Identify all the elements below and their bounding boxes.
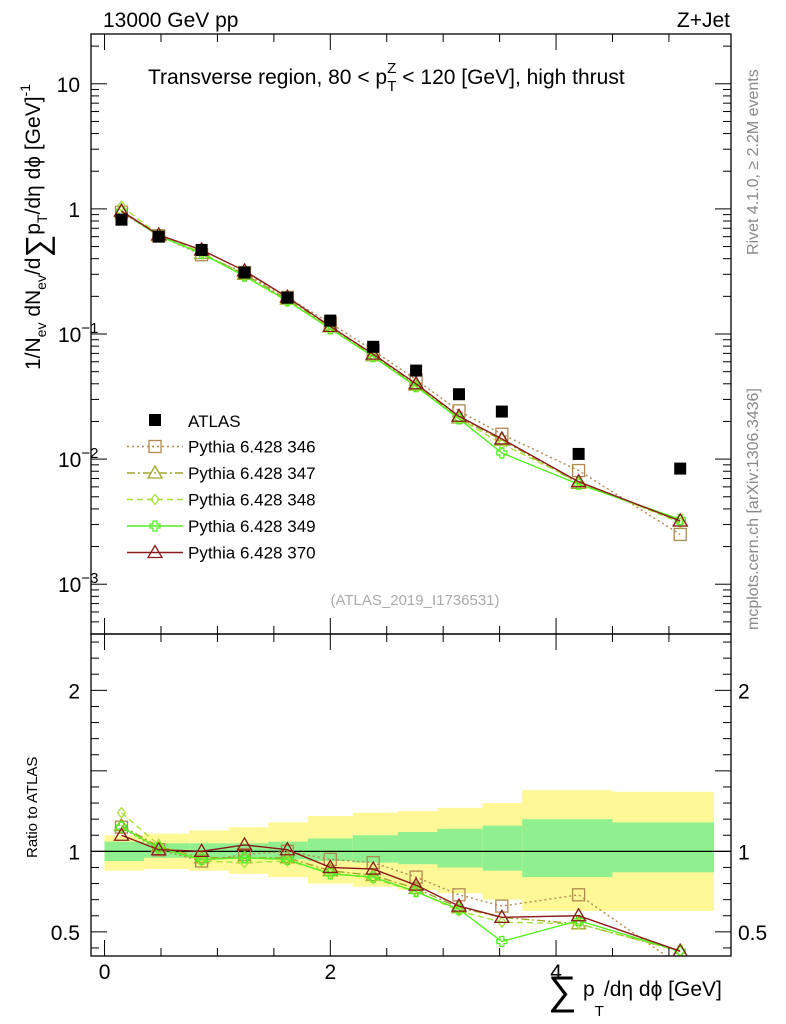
atlas-data-point-7 [410, 365, 422, 377]
atlas-data-point-1 [153, 231, 165, 243]
atlas-data-point-10 [573, 448, 585, 460]
atlas-data-point-8 [453, 388, 465, 400]
process-label: Z+Jet [677, 9, 730, 32]
legend-marker-1 [148, 466, 162, 478]
ratio-y-tick-label-left-2: 0.5 [51, 922, 80, 945]
ratio-y-axis-label: Ratio to ATLAS [24, 757, 41, 858]
legend-label-4: Pythia 6.428 370 [188, 544, 316, 563]
x-axis-label: pT/dη dϕ [GeV] [583, 978, 722, 1020]
chart-canvas: 13000 GeV pp Z+Jet Transverse region, 80… [0, 0, 786, 1024]
rivet-version-label: Rivet 4.1.0, ≥ 2.2M events [745, 69, 762, 255]
plot-title: Transverse region, 80 < pZ T < 120 [GeV],… [148, 60, 625, 95]
ratio-stat-band-10 [522, 819, 612, 877]
atlas-data-point-6 [367, 341, 379, 353]
legend-label-0: Pythia 6.428 346 [188, 438, 316, 457]
legend-label-3: Pythia 6.428 349 [188, 517, 316, 536]
legend-label-1: Pythia 6.428 347 [188, 464, 316, 483]
legend-marker-0 [149, 441, 161, 453]
ratio-stat-band-5 [308, 838, 353, 861]
ratio-y-tick-label-right-2: 0.5 [738, 922, 767, 945]
ratio-y-tick-label-right-1: 1 [738, 841, 750, 864]
main-y-tick-label-2: 10−1 [58, 320, 98, 347]
energy-label: 13000 GeV pp [103, 9, 238, 32]
atlas-data-point-5 [324, 315, 336, 327]
legend-label-2: Pythia 6.428 348 [188, 491, 316, 510]
ratio-y-tick-label-right-0: 2 [738, 680, 750, 703]
main-y-tick-label-4: 10−3 [58, 570, 98, 597]
legend: ATLAS Pythia 6.428 346 Pythia 6.428 347 Pyt… [127, 412, 316, 563]
ratio-stat-band-6 [353, 835, 398, 862]
atlas-data-point-0 [115, 214, 127, 226]
ratio-stat-band-7 [398, 832, 438, 864]
ratio-stat-band-11 [612, 822, 714, 872]
atlas-data-point-3 [239, 267, 251, 279]
main-y-tick-label-1: 1 [68, 199, 80, 222]
atlas-data-point-9 [496, 406, 508, 418]
mcplots-label: mcplots.cern.ch [arXiv:1306.3436] [745, 388, 762, 630]
atlas-data-point-2 [196, 244, 208, 256]
legend-marker-4 [148, 546, 162, 558]
main-y-tick-label-3: 10−2 [58, 445, 98, 472]
legend-atlas-label: ATLAS [188, 412, 241, 431]
atlas-data-point-4 [281, 292, 293, 304]
x-tick-label-0: 0 [99, 961, 111, 984]
x-tick-label-1: 2 [324, 961, 336, 984]
ratio-y-tick-label-left-0: 2 [68, 680, 80, 703]
main-y-tick-label-0: 10 [57, 74, 80, 97]
ratio-y-tick-label-left-1: 1 [68, 841, 80, 864]
atlas-data-point-11 [674, 463, 686, 475]
x-tick-label-2: 4 [550, 961, 562, 984]
ratio-stat-band-8 [438, 829, 483, 868]
ratio-stat-band-9 [483, 826, 523, 871]
main-panel-frame [91, 34, 731, 634]
legend-atlas-marker [149, 414, 161, 426]
analysis-id: (ATLAS_2019_I1736531) [330, 592, 499, 609]
main-y-axis-label: 1/Nev dNev/d∑pT/dη dϕ [GeV]-1 [17, 84, 55, 370]
